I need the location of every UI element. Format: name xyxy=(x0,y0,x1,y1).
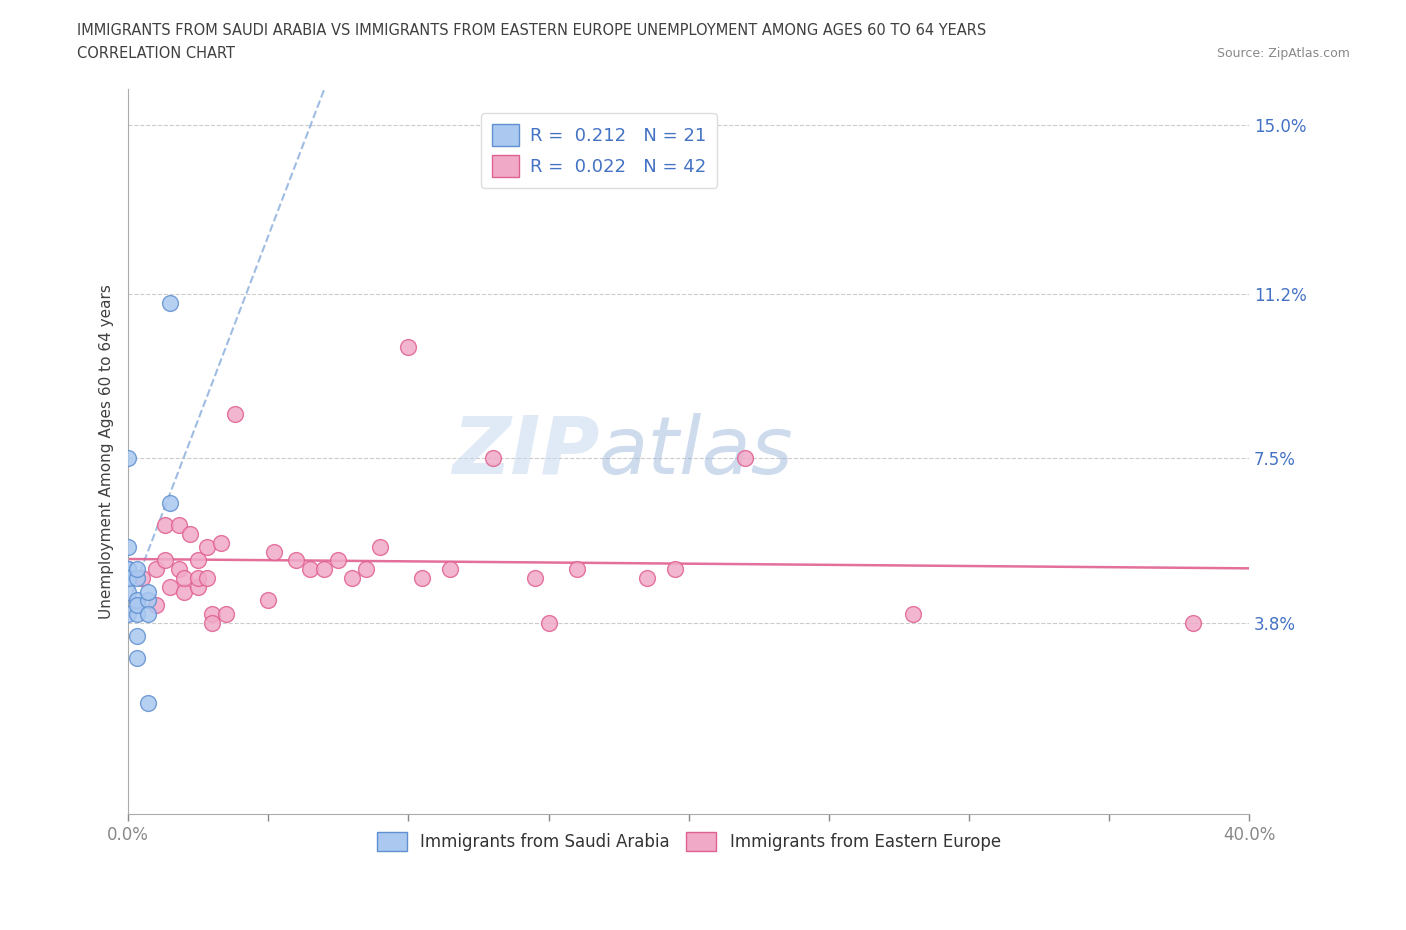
Point xyxy=(117,571,139,586)
Point xyxy=(565,562,588,577)
Point xyxy=(201,606,224,621)
Point xyxy=(145,597,167,612)
Point xyxy=(1181,616,1204,631)
Point xyxy=(117,562,139,577)
Point xyxy=(537,616,560,631)
Point xyxy=(125,629,148,644)
Point xyxy=(159,579,181,594)
Point xyxy=(187,579,209,594)
Point xyxy=(159,496,181,511)
Point xyxy=(257,593,280,608)
Point xyxy=(125,606,148,621)
Point xyxy=(481,451,503,466)
Text: ZIP: ZIP xyxy=(451,413,599,491)
Point xyxy=(117,584,139,599)
Text: Source: ZipAtlas.com: Source: ZipAtlas.com xyxy=(1216,46,1350,60)
Text: IMMIGRANTS FROM SAUDI ARABIA VS IMMIGRANTS FROM EASTERN EUROPE UNEMPLOYMENT AMON: IMMIGRANTS FROM SAUDI ARABIA VS IMMIGRAN… xyxy=(77,23,987,38)
Point xyxy=(117,539,139,554)
Point xyxy=(314,562,336,577)
Point xyxy=(125,597,148,612)
Point xyxy=(117,451,139,466)
Point xyxy=(439,562,461,577)
Point xyxy=(145,562,167,577)
Point xyxy=(125,593,148,608)
Point xyxy=(195,539,218,554)
Point xyxy=(187,571,209,586)
Point xyxy=(356,562,378,577)
Point xyxy=(173,571,195,586)
Point xyxy=(285,553,308,568)
Point xyxy=(636,571,658,586)
Point xyxy=(342,571,364,586)
Point xyxy=(523,571,546,586)
Point xyxy=(125,562,148,577)
Point xyxy=(125,651,148,666)
Point xyxy=(179,526,201,541)
Text: CORRELATION CHART: CORRELATION CHART xyxy=(77,46,235,61)
Point xyxy=(328,553,350,568)
Point xyxy=(263,544,285,559)
Point xyxy=(224,406,246,421)
Point xyxy=(117,562,139,577)
Point xyxy=(136,593,159,608)
Text: atlas: atlas xyxy=(599,413,794,491)
Point xyxy=(411,571,433,586)
Point xyxy=(153,553,176,568)
Point xyxy=(299,562,322,577)
Point xyxy=(117,571,139,586)
Point xyxy=(195,571,218,586)
Point xyxy=(173,584,195,599)
Point xyxy=(209,536,232,551)
Point xyxy=(201,616,224,631)
Point xyxy=(153,517,176,532)
Point xyxy=(136,696,159,711)
Point xyxy=(167,562,190,577)
Point xyxy=(398,339,420,354)
Point xyxy=(734,451,756,466)
Point xyxy=(901,606,924,621)
Point xyxy=(187,553,209,568)
Point xyxy=(131,571,153,586)
Point xyxy=(136,606,159,621)
Point xyxy=(159,296,181,311)
Legend: Immigrants from Saudi Arabia, Immigrants from Eastern Europe: Immigrants from Saudi Arabia, Immigrants… xyxy=(368,824,1010,860)
Point xyxy=(167,517,190,532)
Y-axis label: Unemployment Among Ages 60 to 64 years: Unemployment Among Ages 60 to 64 years xyxy=(100,285,114,619)
Point xyxy=(370,539,392,554)
Point xyxy=(664,562,686,577)
Point xyxy=(117,606,139,621)
Point xyxy=(215,606,238,621)
Point xyxy=(125,571,148,586)
Point xyxy=(136,584,159,599)
